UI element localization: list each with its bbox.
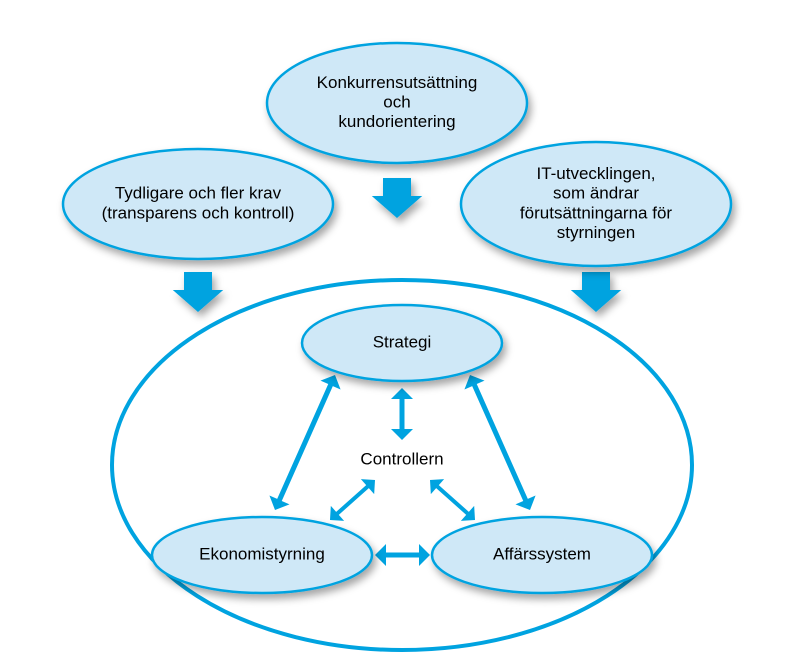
da-strat-ekon [269,375,340,510]
arrow-it [571,272,621,312]
inner-node-ekonomi-label-line-0: Ekonomistyrning [199,544,325,563]
outer-node-it-label-line-2: förutsättningarna för [520,203,672,222]
outer-node-it-label-line-3: styrningen [557,223,635,242]
inner-node-affar-label-line-0: Affärssystem [493,544,591,563]
arrow-it-shape [571,272,621,312]
da-ctrl-ekon [330,479,375,521]
outer-node-konk-label-line-1: och [383,92,410,111]
da-ekon-aff [375,544,430,566]
arrow-konk [372,178,422,218]
outer-node-it-label-line-0: IT-utvecklingen, [536,164,655,183]
diagram-canvas: KonkurrensutsättningochkundorienteringTy… [0,0,797,662]
inner-node-strategi: Strategi [302,305,502,381]
inner-node-affar: Affärssystem [432,517,652,593]
outer-node-it: IT-utvecklingen,som ändrarförutsättninga… [461,142,731,266]
outer-node-konk-label-line-2: kundorientering [338,112,455,131]
inner-node-strategi-label-line-0: Strategi [373,332,432,351]
outer-node-it-label-line-1: som ändrar [553,184,639,203]
inner-node-ekonomi: Ekonomistyrning [152,517,372,593]
outer-node-krav-label-line-0: Tydligare och fler krav [115,184,282,203]
da-strat-ctrl [391,388,413,440]
arrow-krav [173,272,223,312]
outer-node-konk: Konkurrensutsättningochkundorientering [267,43,527,163]
outer-node-krav-label-line-1: (transparens och kontroll) [102,203,295,222]
da-strat-aff [464,375,535,510]
center-label: Controllern [360,449,443,468]
arrow-konk-shape [372,178,422,218]
da-ctrl-aff [430,479,475,521]
outer-node-konk-label-line-0: Konkurrensutsättning [317,73,478,92]
outer-node-krav: Tydligare och fler krav(transparens och … [63,149,333,259]
arrow-krav-shape [173,272,223,312]
